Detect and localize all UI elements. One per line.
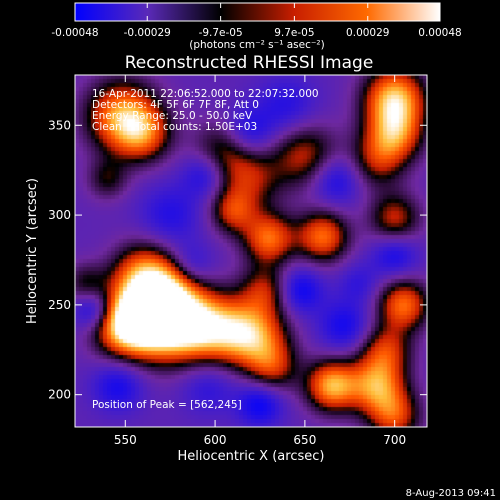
y-tick-label: 250 bbox=[48, 298, 71, 312]
colorbar-tick-label: 9.7e-05 bbox=[274, 27, 314, 39]
y-tick-label: 200 bbox=[48, 388, 71, 402]
heatmap-plot: 550 600 650 700 200 250 300 350 bbox=[48, 74, 428, 447]
peak-position-label: Position of Peak = [562,245] bbox=[92, 399, 242, 411]
y-tick-label: 300 bbox=[48, 208, 71, 222]
heatmap-image bbox=[75, 75, 427, 427]
colorbar-tick-label: -9.7e-05 bbox=[199, 27, 243, 39]
y-tick-label: 350 bbox=[48, 118, 71, 132]
colorbar-unit-label: (photons cm⁻² s⁻¹ asec⁻²) bbox=[189, 39, 324, 51]
footer-date: 8-Aug-2013 09:41 bbox=[406, 488, 496, 499]
x-tick-label: 550 bbox=[114, 433, 137, 447]
axis-ticks: 550 600 650 700 200 250 300 350 bbox=[48, 75, 427, 447]
colorbar-tick-label: 0.00029 bbox=[346, 27, 389, 39]
colorbar-ticks: -0.00048 -0.00029 -9.7e-05 9.7e-05 0.00029 0.… bbox=[51, 3, 462, 39]
x-tick-label: 600 bbox=[204, 433, 227, 447]
colorbar-tick-label: 0.00048 bbox=[418, 27, 461, 39]
plot-frame bbox=[74, 74, 428, 428]
colorbar: -0.00048 -0.00029 -9.7e-05 9.7e-05 0.00029 0.… bbox=[51, 2, 462, 51]
x-tick-label: 650 bbox=[293, 433, 316, 447]
annotation-detectors: Detectors: 4F 5F 6F 7F 8F, Att 0 bbox=[92, 99, 259, 111]
colorbar-strip bbox=[74, 2, 441, 22]
colorbar-tick-label: -0.00048 bbox=[51, 27, 98, 39]
x-axis-label: Heliocentric X (arcsec) bbox=[178, 449, 325, 464]
annotation-clean-counts: Clean Total counts: 1.50E+03 bbox=[92, 121, 257, 133]
heatmap-container bbox=[75, 75, 427, 427]
chart-title: Reconstructed RHESSI Image bbox=[125, 53, 374, 73]
y-axis-label: Heliocentric Y (arcsec) bbox=[25, 178, 40, 324]
annotation-block: 16-Apr-2011 22:06:52.000 to 22:07:32.000… bbox=[92, 88, 319, 133]
annotation-time-range: 16-Apr-2011 22:06:52.000 to 22:07:32.000 bbox=[92, 88, 319, 100]
x-tick-label: 700 bbox=[383, 433, 406, 447]
annotation-energy-range: Energy Range: 25.0 - 50.0 keV bbox=[92, 110, 253, 122]
colorbar-tick-label: -0.00029 bbox=[124, 27, 171, 39]
